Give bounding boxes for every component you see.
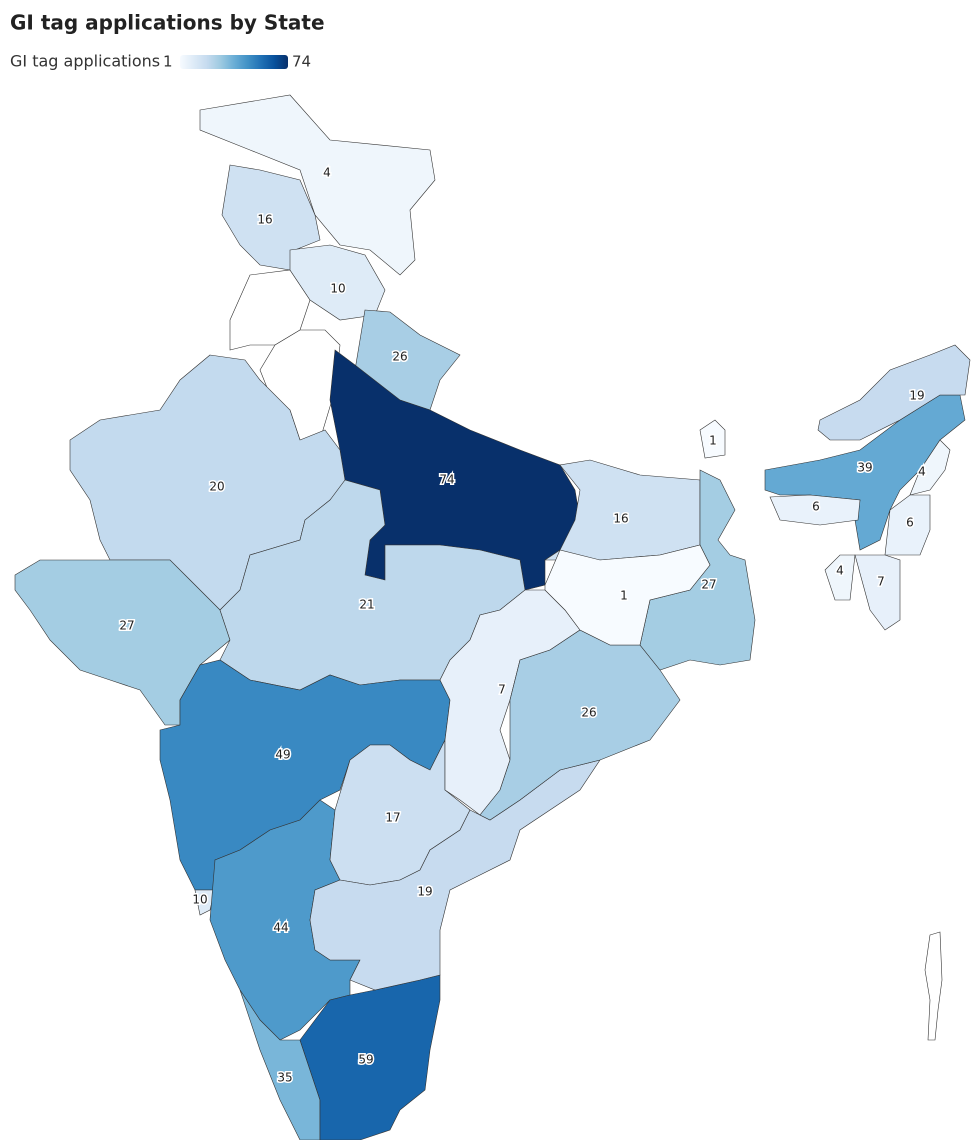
state-value-label: 39 [857, 461, 872, 475]
state-value-label: 6 [812, 500, 820, 514]
state-value-label: 7 [877, 575, 885, 589]
state-value-label: 4 [323, 166, 331, 180]
state-value-label: 44 [273, 921, 288, 935]
state-value-label: 16 [257, 213, 272, 227]
state-value-label: 17 [385, 811, 400, 825]
state-region [479, 629, 681, 821]
state-value-label: 35 [277, 1071, 292, 1085]
state-region [699, 419, 726, 459]
chart-title: GI tag applications by State [10, 11, 325, 35]
state-value-label: 49 [275, 748, 290, 762]
state-value-label: 59 [358, 1053, 373, 1067]
state-value-label: 27 [701, 578, 716, 592]
state-value-label: 1 [620, 589, 628, 603]
island [924, 931, 943, 1041]
state-region [299, 974, 441, 1140]
state-region [199, 94, 436, 276]
state-value-label: 21 [359, 598, 374, 612]
state-region [824, 554, 856, 601]
state-region [309, 759, 601, 991]
state-value-label: 7 [498, 683, 506, 697]
state-value-label: 1 [709, 434, 717, 448]
state-value-label: 19 [417, 885, 432, 899]
legend-min: 1 [163, 53, 173, 71]
state-value-label: 27 [119, 619, 134, 633]
state-value-label: 10 [192, 893, 207, 907]
state-value-label: 16 [613, 512, 628, 526]
state-region [817, 344, 971, 441]
legend-max: 74 [292, 53, 311, 71]
state-value-label: 6 [906, 516, 914, 530]
legend-gradient [180, 55, 288, 69]
state-value-label: 26 [392, 350, 407, 364]
state-region [854, 554, 901, 631]
state-region [769, 494, 861, 526]
state-value-label: 74 [439, 473, 454, 487]
state-value-label: 4 [836, 564, 844, 578]
state-region [544, 544, 711, 646]
state-value-label: 20 [209, 480, 224, 494]
legend-title: GI tag applications [10, 52, 160, 71]
state-value-label: 26 [581, 706, 596, 720]
state-value-label: 19 [909, 389, 924, 403]
state-region [194, 889, 216, 916]
state-value-label: 4 [918, 465, 926, 479]
state-value-label: 10 [330, 282, 345, 296]
